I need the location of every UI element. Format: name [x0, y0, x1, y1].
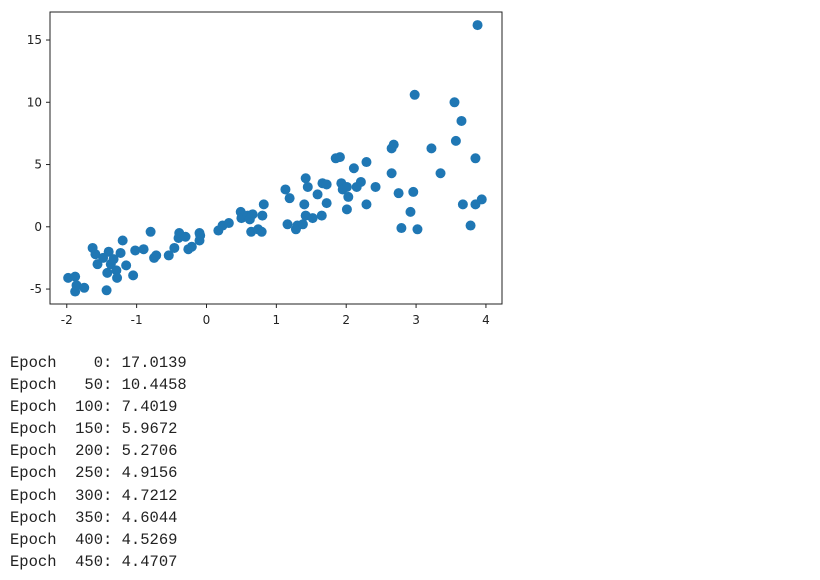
point — [465, 220, 476, 231]
point — [396, 223, 407, 234]
point — [280, 184, 291, 195]
point — [435, 168, 446, 179]
point — [341, 204, 352, 215]
x-tick-label: 2 — [342, 313, 350, 327]
point — [71, 280, 82, 291]
y-tick-label: 5 — [34, 158, 42, 172]
point — [388, 139, 399, 150]
point — [386, 168, 397, 179]
point — [90, 249, 101, 260]
point — [300, 173, 311, 184]
point — [284, 193, 295, 204]
point — [117, 235, 128, 246]
point — [334, 152, 345, 163]
axes-frame — [49, 11, 503, 305]
y-tick-label: -5 — [30, 282, 42, 296]
log-line: Epoch 300: 4.7212 — [10, 486, 178, 505]
output-log: Epoch 0: 17.0139 Epoch 50: 10.4458 Epoch 1… — [10, 352, 187, 573]
point — [450, 135, 461, 146]
x-tick-label: 1 — [273, 313, 281, 327]
point — [128, 270, 139, 281]
point — [449, 97, 460, 108]
point — [115, 247, 126, 258]
point — [102, 267, 113, 278]
point — [223, 218, 234, 229]
point — [307, 213, 318, 224]
point — [408, 186, 419, 197]
x-tick-label: -1 — [131, 313, 143, 327]
x-tick-label: 4 — [482, 313, 490, 327]
point — [145, 226, 156, 237]
point — [111, 265, 122, 276]
point — [282, 219, 293, 230]
point — [186, 241, 197, 252]
point — [476, 194, 487, 205]
point — [70, 271, 81, 282]
point — [361, 157, 372, 168]
point — [470, 153, 481, 164]
point — [297, 219, 308, 230]
point — [138, 244, 149, 255]
point — [257, 210, 268, 221]
log-line: Epoch 400: 4.5269 — [10, 530, 178, 549]
point — [457, 199, 468, 210]
chart: -2 -1 0 1 2 3 4 -5 0 5 10 15 — [27, 11, 503, 327]
log-line: Epoch 350: 4.6044 — [10, 508, 178, 527]
point — [151, 250, 162, 261]
point — [121, 260, 132, 271]
point — [130, 245, 141, 256]
point — [361, 199, 372, 210]
log-line: Epoch 100: 7.4019 — [10, 398, 178, 417]
point — [343, 191, 354, 202]
y-tick-label: 0 — [34, 220, 42, 234]
point — [112, 272, 123, 283]
log-line: Epoch 0: 17.0139 — [10, 354, 187, 372]
point — [258, 199, 269, 210]
y-tick-label: 10 — [27, 95, 42, 109]
point — [312, 189, 323, 200]
point — [412, 224, 423, 235]
point — [370, 181, 381, 192]
point — [256, 226, 267, 237]
x-tick-label: 3 — [412, 313, 420, 327]
point — [108, 254, 119, 265]
x-tick-label: -2 — [61, 313, 73, 327]
point — [393, 188, 404, 199]
point — [321, 198, 332, 209]
point — [355, 176, 366, 187]
log-line: Epoch 150: 5.9672 — [10, 420, 178, 439]
log-line: Epoch 450: 4.4707 — [10, 552, 178, 571]
point — [341, 181, 352, 192]
point — [472, 20, 483, 31]
point — [348, 163, 359, 174]
point — [405, 206, 416, 217]
point — [316, 210, 327, 221]
point — [321, 179, 332, 190]
point — [426, 143, 437, 154]
point — [195, 230, 206, 241]
point — [409, 89, 420, 100]
point — [180, 231, 191, 242]
point — [103, 246, 114, 257]
point — [169, 242, 180, 253]
point — [101, 285, 112, 296]
x-tick-label: 0 — [203, 313, 211, 327]
log-line: Epoch 250: 4.9156 — [10, 464, 178, 483]
log-line: Epoch 50: 10.4458 — [10, 376, 187, 395]
y-tick-label: 15 — [27, 33, 42, 47]
point — [299, 199, 310, 210]
point — [302, 181, 313, 192]
point — [247, 209, 258, 220]
point — [79, 282, 90, 293]
log-line: Epoch 200: 5.2706 — [10, 442, 178, 461]
point — [163, 250, 174, 261]
point — [456, 115, 467, 126]
